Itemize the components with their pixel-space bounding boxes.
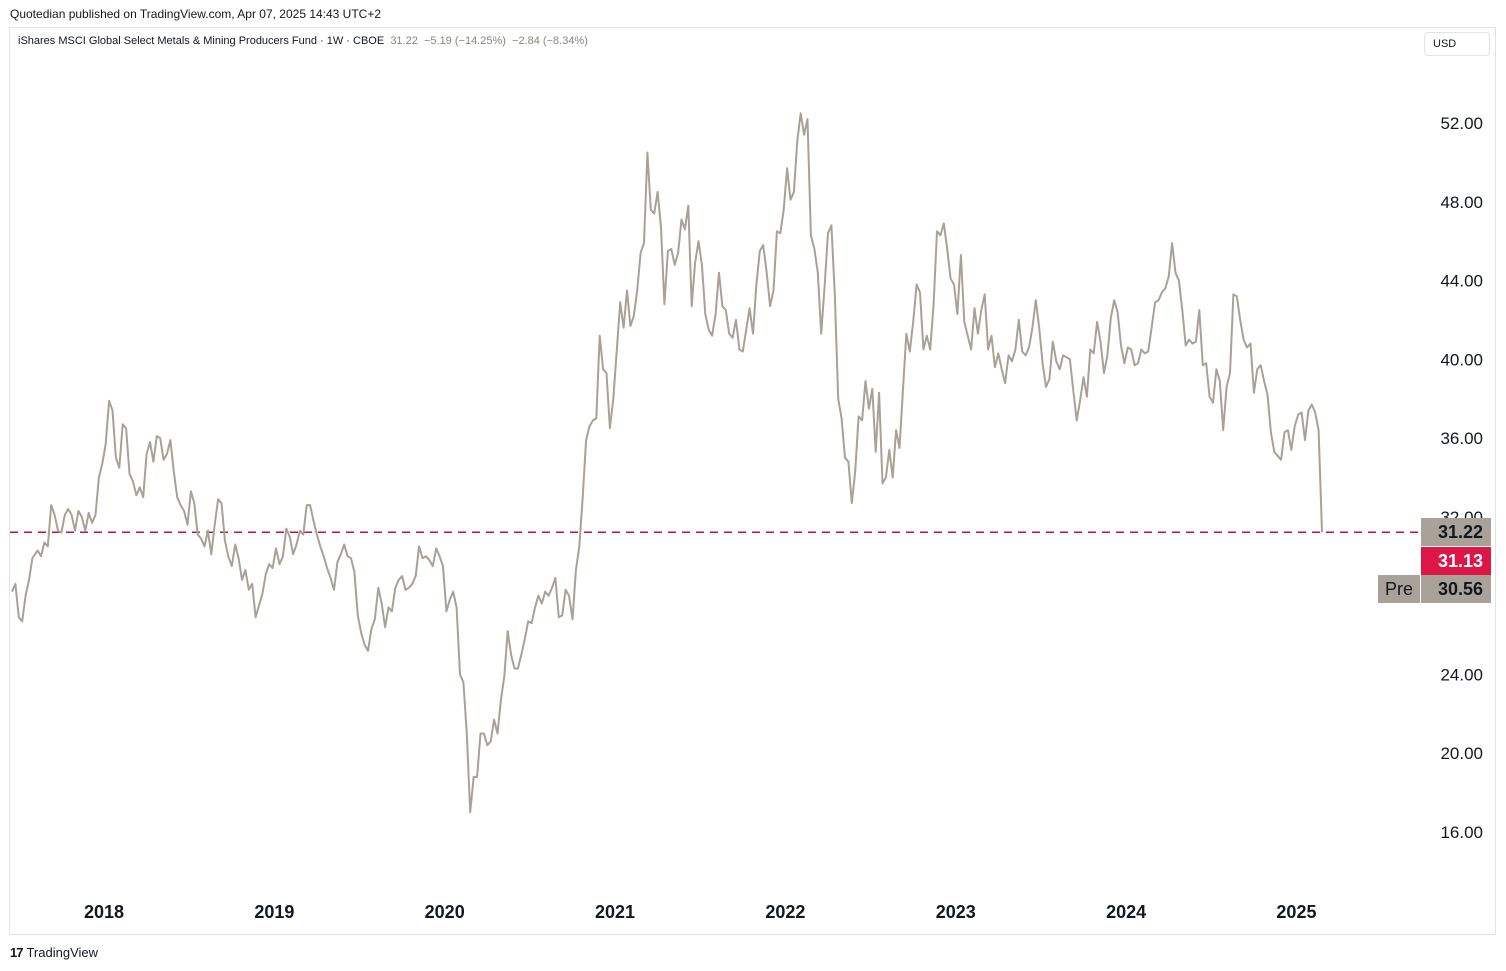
y-tick-label: 48.00 <box>1440 193 1483 212</box>
tradingview-logo-icon: 17 <box>10 945 24 960</box>
y-tick-label: 20.00 <box>1440 744 1483 763</box>
legend-pre-change: −2.84 (−8.34%) <box>512 35 588 47</box>
pre-market-label: Pre <box>1385 579 1413 599</box>
y-tick-label: 36.00 <box>1440 429 1483 448</box>
price-tag-value: 30.56 <box>1438 579 1483 599</box>
price-series-line <box>11 112 1323 814</box>
x-tick-label: 2018 <box>84 902 124 922</box>
x-tick-label: 2021 <box>595 902 635 922</box>
x-tick-label: 2025 <box>1276 902 1316 922</box>
legend-change: −5.19 (−14.25%) <box>423 35 506 47</box>
price-tags: 31.22 31.13 30.56 Pre <box>1378 518 1491 603</box>
x-axis: 2018 2019 2020 2021 2022 2023 2024 2025 <box>84 902 1317 922</box>
price-tag-box <box>1421 518 1491 546</box>
legend-symbol-name: iShares MSCI Global Select Metals & Mini… <box>18 35 385 47</box>
y-axis: 16.0020.0024.0028.0032.0036.0040.0044.00… <box>1440 114 1483 842</box>
x-tick-label: 2020 <box>425 902 465 922</box>
pre-market-label-box <box>1378 575 1420 603</box>
price-tag-value: 31.22 <box>1438 522 1483 542</box>
symbol-legend: iShares MSCI Global Select Metals & Mini… <box>18 35 588 47</box>
x-tick-label: 2023 <box>936 902 976 922</box>
price-tag-box <box>1421 575 1491 603</box>
y-tick-label: 52.00 <box>1440 114 1483 133</box>
legend-last-price: 31.22 <box>390 35 418 47</box>
footer-brand[interactable]: 17 TradingView <box>10 945 98 960</box>
x-tick-label: 2024 <box>1106 902 1146 922</box>
price-tag-box <box>1421 547 1491 575</box>
currency-selector[interactable]: USD <box>1424 32 1490 56</box>
publisher-line: Quotedian published on TradingView.com, … <box>10 7 382 21</box>
brand-name: TradingView <box>26 945 99 960</box>
x-tick-label: 2019 <box>254 902 294 922</box>
y-tick-label: 44.00 <box>1440 272 1483 291</box>
chart-frame[interactable] <box>9 27 1496 935</box>
x-tick-label: 2022 <box>765 902 805 922</box>
y-tick-label: 24.00 <box>1440 665 1483 684</box>
y-tick-label: 40.00 <box>1440 350 1483 369</box>
y-tick-label: 16.00 <box>1440 823 1483 842</box>
price-tag-value: 31.13 <box>1438 551 1483 571</box>
